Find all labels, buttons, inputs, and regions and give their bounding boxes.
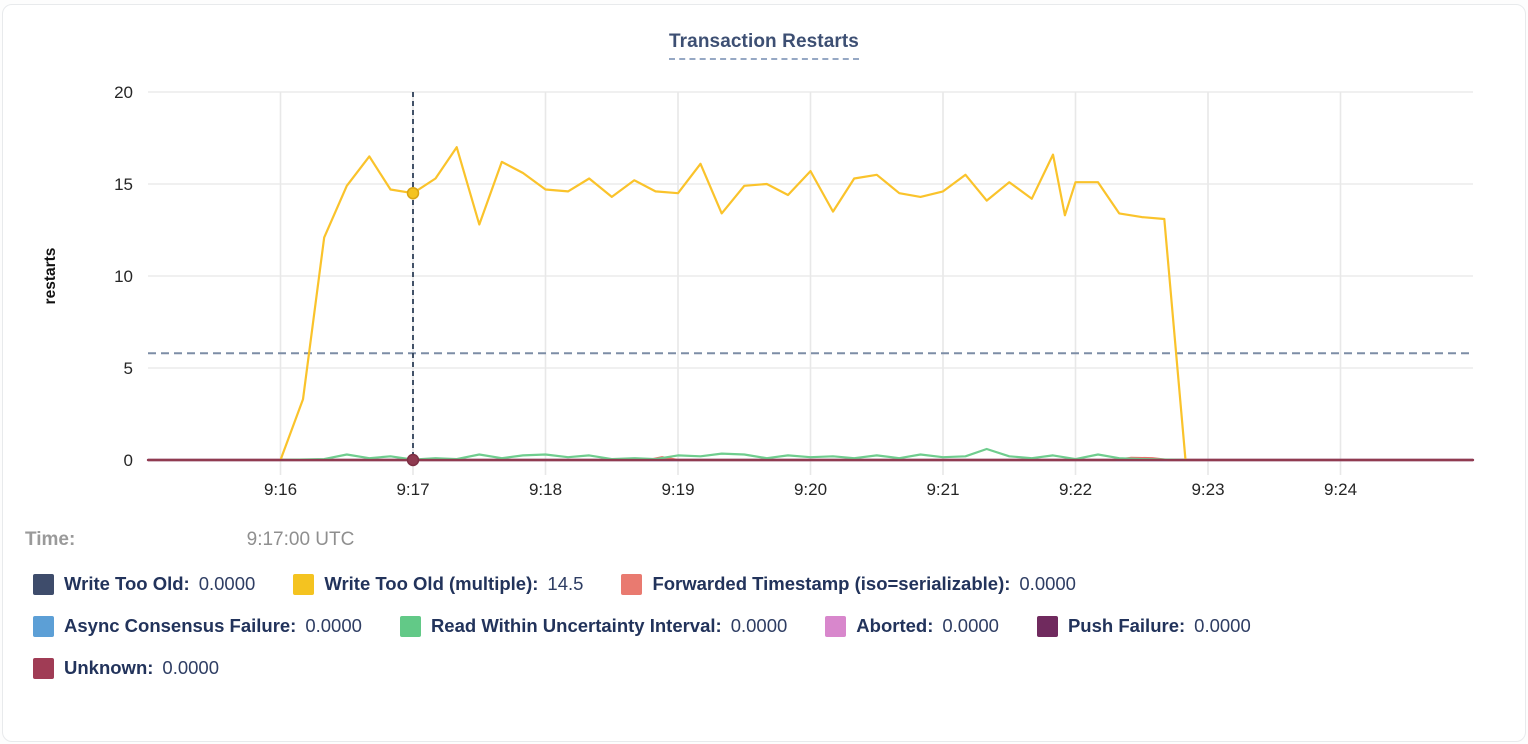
y-tick-label: 10 [114,267,133,286]
legend-item[interactable]: Async Consensus Failure: 0.0000 [33,615,362,637]
legend-row: Write Too Old: 0.0000 Write Too Old (multi… [33,573,1499,595]
legend-swatch [1036,615,1058,637]
legend-item[interactable]: Write Too Old (multiple): 14.5 [293,573,583,595]
y-tick-label: 20 [114,83,133,102]
legend-value: 0.0000 [942,615,999,636]
legend-label: Async Consensus Failure: [64,615,297,636]
legend-item[interactable]: Push Failure: 0.0000 [1036,615,1251,637]
x-tick-label: 9:19 [661,480,694,499]
x-tick-label: 9:21 [926,480,959,499]
legend-item[interactable]: Aborted: 0.0000 [825,615,999,637]
legend-swatch [293,573,315,595]
legend-label: Write Too Old: [64,573,190,594]
legend-row: Async Consensus Failure: 0.0000 Read Withi… [33,615,1499,637]
legend-swatch [399,615,421,637]
legend-label: Write Too Old (multiple): [324,573,539,594]
x-tick-label: 9:22 [1059,480,1092,499]
series-line [279,447,1187,462]
legend-label: Aborted: [856,615,934,636]
legend-item[interactable]: Read Within Uncertainty Interval: 0.0000 [399,615,788,637]
legend-item[interactable]: Forwarded Timestamp (iso=serializable): 0… [621,573,1076,595]
legend-swatch [33,657,54,679]
hover-point [406,186,420,200]
x-tick-label: 9:17 [396,480,429,499]
hover-point [406,453,420,467]
y-tick-label: 5 [124,359,133,378]
legend-label: Forwarded Timestamp (iso=serializable): [652,573,1011,594]
legend-value: 0.0000 [1019,573,1076,594]
legend-value: 0.0000 [730,615,788,636]
x-tick-label: 9:24 [1324,480,1357,499]
chart-title[interactable]: Transaction Restarts [669,31,859,60]
legend-value: 0.0000 [305,615,362,636]
legend-swatch [825,615,847,637]
y-axis-label: restarts [42,248,59,305]
legend-label: Push Failure: [1067,615,1186,636]
legend-item[interactable]: Unknown: 0.0000 [33,657,219,679]
legend-swatch [33,615,54,637]
hover-time-row: Time: 9:17:00 UTC [3,529,1525,551]
legend-label: Unknown: [64,657,154,678]
x-tick-label: 9:20 [794,480,827,499]
x-tick-label: 9:18 [529,480,562,499]
legend-swatch [621,573,643,595]
y-tick-label: 15 [114,175,133,194]
legend-value: 0.0000 [198,573,256,594]
x-tick-label: 9:23 [1191,480,1224,499]
x-tick-label: 9:16 [264,480,297,499]
legend-value: 0.0000 [162,657,219,678]
chart-card: Transaction Restarts 0 5 10 15 20 9:16 9:17 9:1… [2,4,1526,742]
hover-time-value: 9:17:00 UTC [246,529,355,550]
legend-item[interactable]: Write Too Old: 0.0000 [33,573,255,595]
legend-swatch [33,573,54,595]
legend-label: Read Within Uncertainty Interval: [430,615,722,636]
legend-row: Unknown: 0.0000 [33,657,1499,679]
legend-value: 0.0000 [1194,615,1251,636]
hover-time-label: Time: [25,529,76,550]
chart-legend: Write Too Old: 0.0000 Write Too Old (multi… [3,573,1525,679]
legend-value: 14.5 [547,573,584,594]
y-tick-label: 0 [124,451,133,470]
series-line [279,146,1187,462]
transaction-restarts-chart[interactable]: 0 5 10 15 20 9:16 9:17 9:18 9:19 9:20 9:21 9:22 9:23… [3,65,1528,515]
